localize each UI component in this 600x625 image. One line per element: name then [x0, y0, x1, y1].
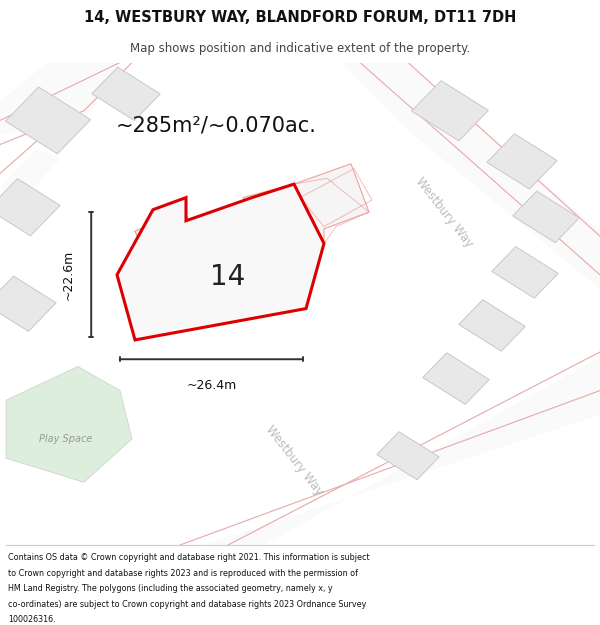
Polygon shape [92, 67, 160, 121]
Text: HM Land Registry. The polygons (including the associated geometry, namely x, y: HM Land Registry. The polygons (includin… [8, 584, 332, 593]
Text: ~22.6m: ~22.6m [62, 249, 75, 300]
Polygon shape [492, 247, 558, 298]
Polygon shape [0, 276, 56, 331]
Text: Play Space: Play Space [40, 434, 92, 444]
Text: 14, WESTBURY WAY, BLANDFORD FORUM, DT11 7DH: 14, WESTBURY WAY, BLANDFORD FORUM, DT11 … [84, 10, 516, 25]
Polygon shape [487, 134, 557, 189]
Polygon shape [0, 62, 120, 135]
Polygon shape [0, 179, 60, 236]
Polygon shape [135, 209, 213, 282]
Polygon shape [294, 164, 369, 243]
Polygon shape [243, 184, 324, 258]
Text: co-ordinates) are subject to Crown copyright and database rights 2023 Ordnance S: co-ordinates) are subject to Crown copyr… [8, 600, 366, 609]
Polygon shape [423, 353, 489, 404]
Polygon shape [342, 62, 600, 289]
Polygon shape [5, 87, 91, 154]
Polygon shape [459, 300, 525, 351]
Text: 14: 14 [211, 263, 245, 291]
Polygon shape [377, 432, 439, 480]
Polygon shape [117, 184, 324, 340]
Polygon shape [412, 81, 488, 141]
Polygon shape [0, 149, 60, 198]
Text: Map shows position and indicative extent of the property.: Map shows position and indicative extent… [130, 42, 470, 55]
Polygon shape [513, 191, 579, 242]
Text: Westbury Way: Westbury Way [413, 174, 475, 249]
Text: Westbury Way: Westbury Way [263, 423, 325, 498]
Text: ~26.4m: ~26.4m [187, 379, 236, 392]
Text: Contains OS data © Crown copyright and database right 2021. This information is : Contains OS data © Crown copyright and d… [8, 553, 370, 562]
Text: to Crown copyright and database rights 2023 and is reproduced with the permissio: to Crown copyright and database rights 2… [8, 569, 358, 578]
Text: ~285m²/~0.070ac.: ~285m²/~0.070ac. [116, 115, 316, 135]
Polygon shape [168, 357, 600, 545]
Text: 100026316.: 100026316. [8, 616, 55, 624]
Polygon shape [6, 366, 132, 482]
